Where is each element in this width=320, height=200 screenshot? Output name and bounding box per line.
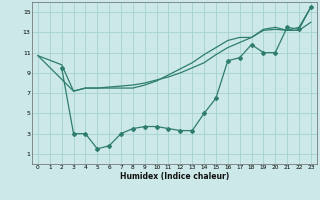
X-axis label: Humidex (Indice chaleur): Humidex (Indice chaleur) [120,172,229,181]
